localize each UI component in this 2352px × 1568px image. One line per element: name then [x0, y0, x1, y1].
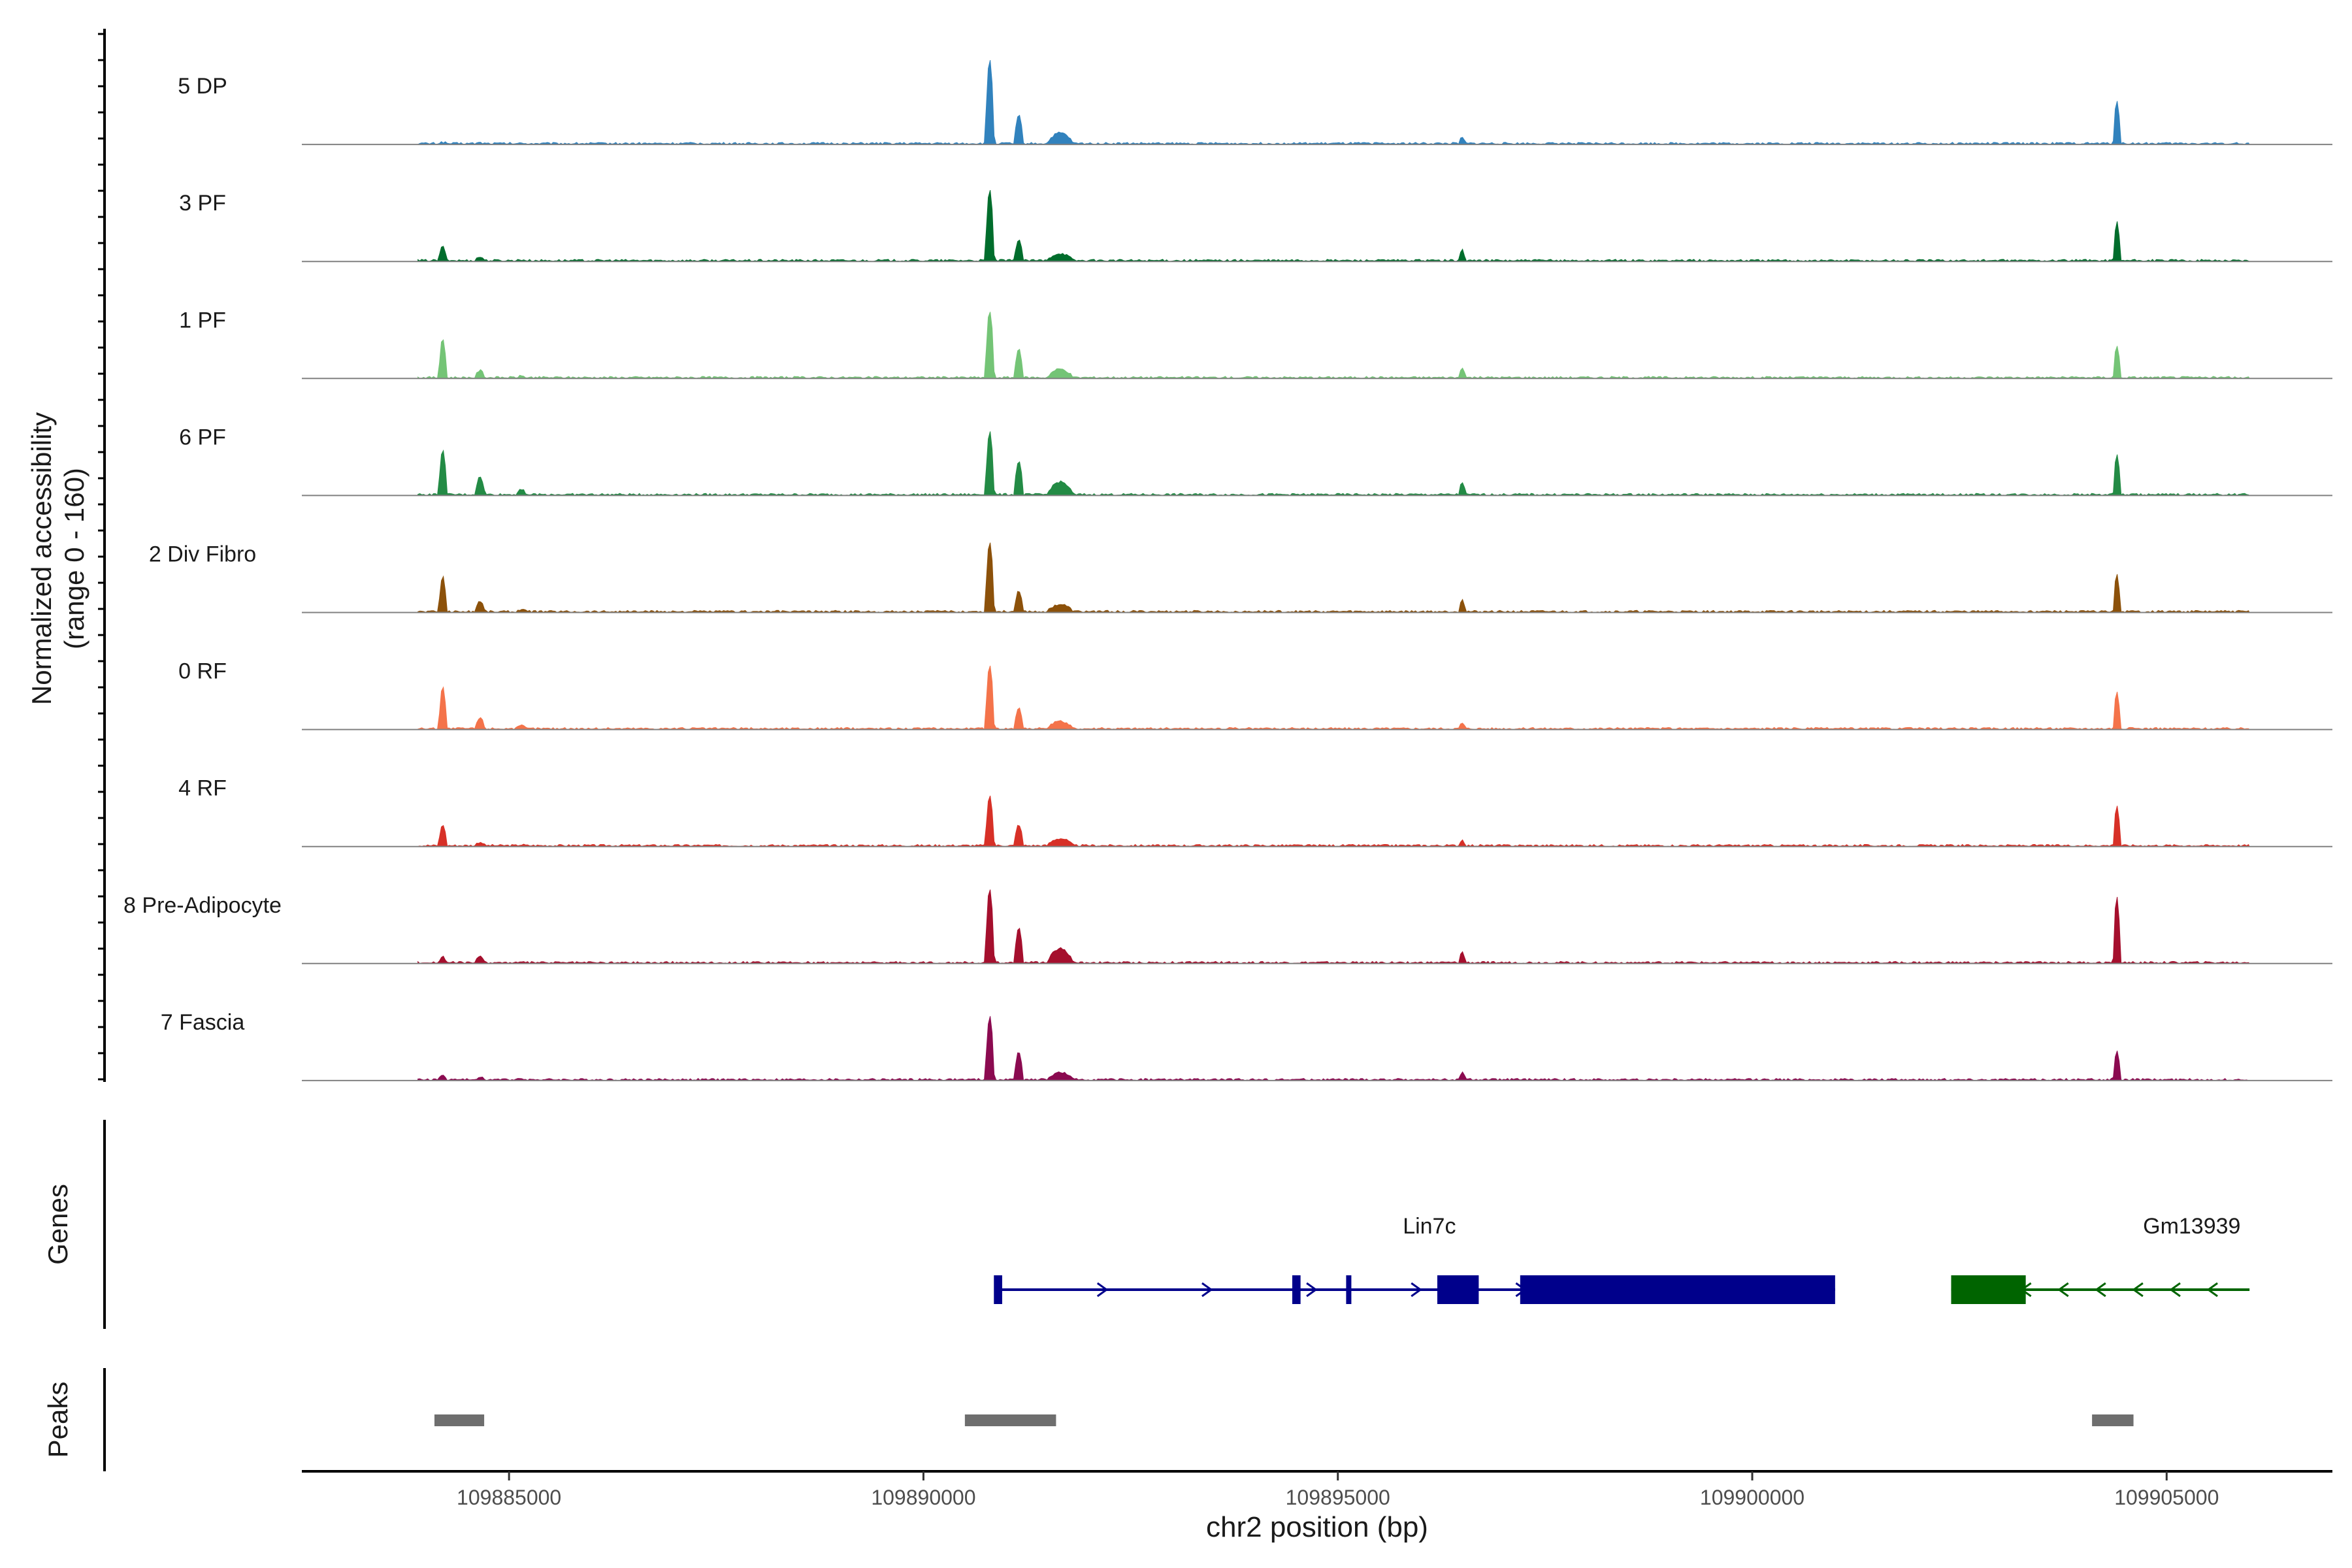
strand-arrow [2169, 1282, 2181, 1298]
track-label: 3 PF [179, 191, 226, 216]
coverage-panel: Normalized accessibility (range 0 - 160)… [26, 29, 2332, 1082]
gene-model: Gm13939 [1951, 1214, 2250, 1304]
gene-exon [994, 1275, 1002, 1304]
coverage-area [417, 431, 2251, 497]
x-tick-label: 109895000 [1286, 1486, 1390, 1509]
strand-arrow [1620, 1282, 1632, 1298]
coverage-track: 7 Fascia [161, 1010, 2332, 1081]
strand-arrow [1982, 1282, 1995, 1298]
coverage-area [417, 59, 2251, 145]
coverage-track: 8 Pre-Adipocyte [123, 889, 2332, 964]
coverage-y-ticks [98, 33, 105, 1081]
coverage-area [417, 1016, 2250, 1081]
gene-exon [1437, 1275, 1479, 1304]
coverage-area [417, 542, 2250, 613]
coverage-track: 4 RF [178, 776, 2332, 847]
x-tick-label: 109885000 [457, 1486, 561, 1509]
strand-arrow [1096, 1282, 1109, 1298]
track-label: 4 RF [178, 776, 227, 801]
gene-models: Lin7c Gm13939 [994, 1214, 2250, 1304]
x-tick-label: 109900000 [1700, 1486, 1805, 1509]
coverage-track: 2 Div Fibro [149, 542, 2332, 613]
strand-arrow [1724, 1282, 1737, 1298]
peak-region [964, 1414, 1056, 1426]
gene-exon [1520, 1275, 1835, 1304]
coverage-area [417, 889, 2251, 964]
x-axis: 109885000 109890000 109895000 109900000 1099… [302, 1470, 2332, 1543]
x-axis-ticks: 109885000 109890000 109895000 109900000 1099… [457, 1471, 2219, 1509]
peaks-track-label: Peaks [42, 1382, 73, 1458]
genes-panel: Genes Lin7c Gm13939 [42, 1120, 2250, 1329]
peak-regions [434, 1414, 2134, 1426]
strand-arrow [2020, 1282, 2032, 1298]
gene-name: Gm13939 [2143, 1214, 2240, 1239]
peaks-panel: Peaks [42, 1368, 2134, 1471]
peak-region [434, 1414, 485, 1426]
coverage-track: 3 PF [179, 189, 2332, 263]
track-label: 1 PF [179, 308, 226, 333]
y-axis-range: (range 0 - 160) [59, 468, 90, 649]
coverage-area [417, 312, 2250, 380]
coverage-track: 5 DP [178, 59, 2332, 146]
strand-arrow [2132, 1282, 2144, 1298]
track-label: 7 Fascia [161, 1010, 245, 1035]
coverage-area [417, 795, 2250, 847]
coverage-track: 0 RF [178, 659, 2332, 730]
gene-exon [1346, 1275, 1352, 1304]
coverage-area [417, 665, 2251, 730]
strand-arrow [1411, 1282, 1422, 1298]
strand-arrow [2057, 1282, 2069, 1298]
coverage-track: 1 PF [179, 308, 2332, 380]
gene-model: Lin7c [994, 1214, 1835, 1304]
coverage-tracks: 5 DP 3 PF 1 PF 6 PF 2 Div Fibro 0 RF 4 RF 8 Pre… [123, 59, 2332, 1081]
gene-name: Lin7c [1403, 1214, 1456, 1239]
y-axis-title: Normalized accessibility [26, 412, 57, 705]
coverage-track: 6 PF [179, 425, 2332, 497]
strand-arrow [2095, 1282, 2106, 1298]
track-label: 6 PF [179, 425, 226, 449]
strand-arrow [1201, 1282, 1213, 1298]
strand-arrow [1515, 1282, 1527, 1298]
strand-arrow [1306, 1282, 1318, 1298]
genes-track-label: Genes [42, 1184, 73, 1265]
x-tick-label: 109890000 [871, 1486, 975, 1509]
gene-exon [1292, 1275, 1301, 1304]
coverage-area [417, 189, 2250, 262]
gene-exon [1951, 1275, 2026, 1304]
track-label: 0 RF [178, 659, 227, 684]
peak-region [2092, 1414, 2134, 1426]
track-label: 5 DP [178, 74, 227, 99]
track-label: 8 Pre-Adipocyte [123, 893, 282, 918]
x-axis-title: chr2 position (bp) [1206, 1511, 1428, 1543]
strand-arrow [2206, 1282, 2218, 1298]
track-label: 2 Div Fibro [149, 542, 256, 567]
x-tick-label: 109905000 [2114, 1486, 2219, 1509]
